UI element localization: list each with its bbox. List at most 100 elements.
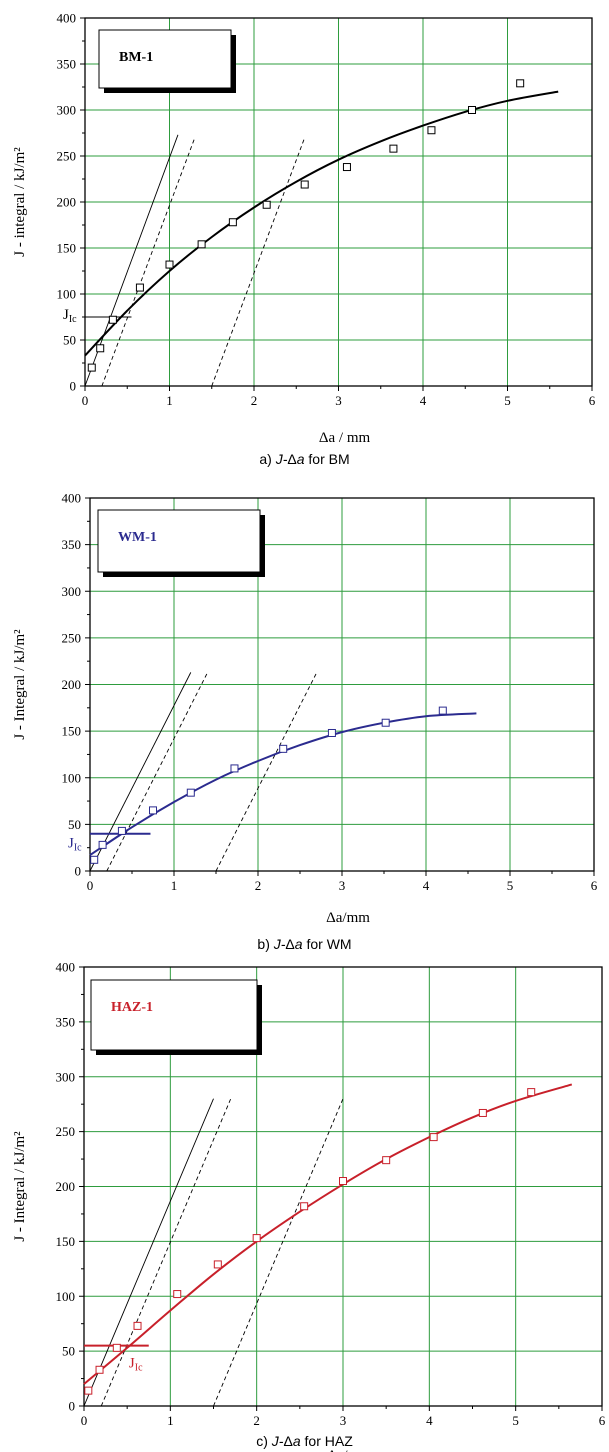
x-tick-label: 4	[423, 878, 430, 893]
legend-box	[97, 509, 261, 573]
offset-line	[211, 137, 306, 387]
jic-label: JIc	[63, 307, 77, 325]
y-tick-label: 150	[57, 241, 77, 256]
y-axis-label: J - integral / kJ/m²	[12, 147, 28, 257]
legend-box	[98, 29, 232, 89]
x-tick-label: 4	[426, 1413, 433, 1428]
y-tick-label: 0	[69, 1399, 76, 1414]
data-point	[468, 106, 477, 114]
data-point	[149, 806, 157, 815]
data-point	[262, 200, 271, 209]
data-point	[133, 1321, 142, 1330]
legend-label: WM-1	[118, 530, 157, 545]
x-tick-label: 6	[591, 878, 598, 893]
data-point	[95, 1365, 104, 1374]
data-point	[478, 1108, 487, 1117]
y-tick-label: 350	[56, 1014, 76, 1029]
y-tick-label: 100	[56, 1289, 76, 1304]
y-tick-label: 100	[62, 770, 82, 785]
y-tick-label: 50	[63, 333, 76, 348]
caption-wm: b) J-Δa for WM	[257, 936, 352, 952]
x-tick-label: 3	[340, 1413, 347, 1428]
y-tick-label: 200	[57, 195, 77, 210]
data-point	[84, 1386, 93, 1395]
y-tick-label: 50	[62, 1344, 75, 1359]
data-point	[90, 855, 99, 864]
blunting-line	[89, 672, 192, 872]
data-point	[381, 718, 390, 727]
data-point	[197, 240, 206, 249]
data-point	[87, 363, 96, 372]
y-tick-label: 0	[70, 379, 77, 394]
legend-label: BM-1	[119, 50, 153, 65]
data-point	[527, 1088, 536, 1097]
offset-line	[215, 672, 318, 872]
data-point	[213, 1260, 222, 1269]
jic-label: JIc	[129, 1356, 143, 1374]
x-tick-label: 5	[512, 1413, 519, 1428]
data-point	[230, 764, 239, 773]
x-tick-label: 6	[589, 393, 596, 408]
y-tick-label: 300	[57, 103, 77, 118]
data-point	[108, 315, 117, 324]
fit-curve	[83, 1083, 573, 1385]
offset-line	[100, 1098, 232, 1407]
chart-wm: 0 1 2 3 4 5 6 0 50 100 150 200 250 300 350 400 Δa/mm J - …	[12, 491, 598, 927]
legend-label: HAZ-1	[111, 1000, 153, 1015]
caption-haz: c) J-Δa for HAZ	[256, 1433, 353, 1449]
y-tick-label: 250	[56, 1124, 76, 1139]
y-tick-label: 350	[62, 537, 82, 552]
chart-panel-wm: 0 1 2 3 4 5 6 0 50 100 150 200 250 300 350 400 Δa/mm J - …	[0, 478, 609, 966]
data-point	[389, 144, 398, 153]
data-point	[173, 1290, 182, 1299]
x-axis-label: Δa / mm	[319, 430, 371, 446]
y-tick-label: 400	[62, 491, 82, 506]
y-tick-label: 400	[56, 960, 76, 975]
x-tick-label: 2	[255, 878, 262, 893]
chart-haz: 0 1 2 3 4 5 6 0 50 100 150 200 250 300 350 400 Δa/mm J - …	[12, 960, 606, 1452]
y-axis-label: J - Integral / kJ/m²	[12, 629, 28, 740]
y-tick-label: 150	[62, 724, 82, 739]
y-tick-label: 300	[62, 584, 82, 599]
data-point	[429, 1133, 438, 1142]
x-tick-label: 1	[167, 1413, 174, 1428]
legend-box	[90, 979, 258, 1051]
x-axis-label: Δa/mm	[327, 1448, 371, 1452]
x-tick-label: 3	[339, 878, 346, 893]
chart-panel-haz: 0 1 2 3 4 5 6 0 50 100 150 200 250 300 350 400 Δa/mm J - …	[0, 960, 609, 1452]
y-tick-label: 100	[57, 287, 77, 302]
x-tick-label: 4	[420, 393, 427, 408]
x-tick-label: 6	[599, 1413, 606, 1428]
offset-line	[106, 672, 209, 872]
data-point	[516, 79, 525, 88]
y-tick-label: 300	[56, 1069, 76, 1084]
x-tick-label: 1	[171, 878, 178, 893]
y-tick-label: 200	[62, 677, 82, 692]
data-point	[427, 126, 436, 135]
y-tick-label: 400	[57, 11, 77, 26]
x-tick-label: 0	[87, 878, 94, 893]
data-point	[342, 163, 351, 172]
y-tick-label: 250	[62, 630, 82, 645]
y-tick-label: 200	[56, 1179, 76, 1194]
data-point	[252, 1234, 261, 1243]
chart-panel-bm: 0 1 2 3 4 5 6 0 50 100 150 200 250 300 350 400 Δa / mm J …	[0, 0, 609, 488]
data-point	[98, 840, 107, 849]
data-point	[228, 218, 237, 227]
data-point	[186, 788, 195, 797]
y-tick-label: 0	[75, 864, 82, 879]
offset-line	[101, 137, 196, 387]
data-point	[135, 283, 144, 292]
x-axis-label: Δa/mm	[326, 910, 370, 926]
chart-bm: 0 1 2 3 4 5 6 0 50 100 150 200 250 300 350 400 Δa / mm J …	[12, 11, 596, 447]
data-point	[327, 728, 336, 737]
data-point	[438, 706, 447, 715]
x-tick-label: 2	[253, 1413, 260, 1428]
x-tick-label: 5	[507, 878, 514, 893]
data-point	[165, 260, 174, 269]
data-point	[112, 1343, 121, 1352]
y-tick-label: 150	[56, 1234, 76, 1249]
caption-bm: a) J-Δa for BM	[259, 451, 350, 467]
data-point	[339, 1177, 347, 1186]
blunting-line	[83, 1098, 214, 1407]
